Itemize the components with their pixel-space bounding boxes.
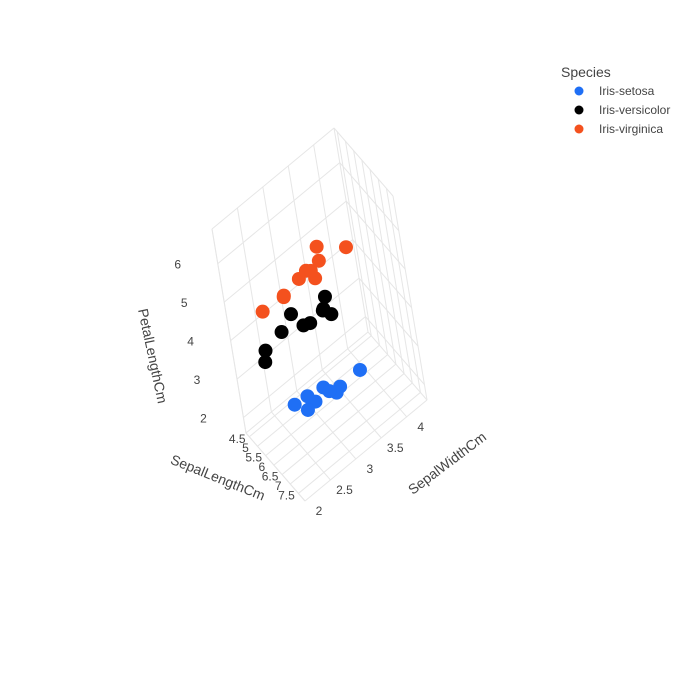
x-tick-label: 7.5 — [278, 488, 295, 502]
box-edge-line — [333, 127, 369, 333]
box-edge-line — [211, 127, 335, 230]
legend[interactable]: Species Iris-setosa Iris-versicolor Iris-v… — [561, 64, 670, 136]
legend-marker — [574, 124, 584, 134]
side-wall-grid-line — [352, 239, 412, 308]
x-tick-label: 4.5 — [229, 432, 246, 446]
x-tick-label: 5.5 — [245, 451, 262, 465]
side-wall-grid-line — [361, 160, 397, 365]
legend-label: Iris-virginica — [599, 122, 663, 136]
y-tick-label: 2 — [316, 504, 323, 518]
data-point-iris-versicolor[interactable] — [317, 289, 332, 304]
x-tick-label: 6.5 — [262, 470, 279, 484]
box-edge-line — [392, 195, 428, 401]
legend-label: Iris-versicolor — [599, 103, 670, 117]
z-tick-label: 5 — [181, 296, 188, 310]
floor-grid-line — [273, 363, 397, 466]
data-point-iris-virginica[interactable] — [276, 288, 291, 303]
data-point-iris-versicolor[interactable] — [258, 343, 273, 358]
side-wall-grid-line — [353, 150, 389, 355]
box-edge-line — [245, 331, 369, 434]
box-edge-line — [304, 399, 428, 502]
box-edge-line — [367, 331, 428, 401]
x-tick-label: 7 — [275, 479, 282, 493]
side-wall-grid-line — [345, 200, 406, 270]
y-tick-label: 3.5 — [387, 441, 404, 455]
y-axis-title: SepalWidthCm — [405, 429, 489, 498]
z-tick-label: 3 — [194, 373, 201, 387]
legend-marker — [574, 105, 584, 115]
z-tick-label: 4 — [187, 335, 194, 349]
data-point-iris-versicolor[interactable] — [316, 301, 331, 316]
side-wall-grid-line — [385, 188, 421, 393]
grid-layer — [211, 127, 428, 502]
box-edge-line — [333, 127, 394, 197]
legend-label: Iris-setosa — [599, 84, 655, 98]
legend-item-iris-versicolor[interactable]: Iris-versicolor — [574, 103, 671, 117]
floor-grid-line — [321, 369, 382, 439]
legend-items: Iris-setosa Iris-versicolor Iris-virginica — [574, 84, 671, 136]
side-wall-grid-line — [339, 162, 400, 231]
data-point-iris-setosa[interactable] — [300, 402, 315, 417]
floor-grid-line — [271, 411, 331, 481]
box-edge-line — [211, 228, 247, 434]
data-point-iris-setosa[interactable] — [352, 362, 367, 377]
data-point-iris-versicolor[interactable] — [284, 307, 299, 322]
back-wall-grid-line — [236, 207, 272, 413]
side-wall-grid-line — [365, 316, 425, 385]
data-point-iris-setosa[interactable] — [322, 384, 337, 399]
y-tick-label: 4 — [417, 420, 424, 434]
back-wall-grid-line — [243, 316, 366, 418]
floor-grid-line — [347, 348, 408, 418]
data-point-iris-virginica[interactable] — [311, 253, 326, 268]
x-tick-label: 5 — [242, 441, 249, 455]
legend-marker — [574, 86, 584, 96]
data-point-iris-virginica[interactable] — [338, 240, 353, 255]
data-point-iris-versicolor[interactable] — [274, 325, 289, 340]
data-point-iris-virginica[interactable] — [255, 304, 270, 319]
box-edge-line — [245, 432, 306, 502]
data-point-iris-setosa[interactable] — [287, 397, 302, 412]
legend-title: Species — [561, 64, 611, 80]
z-axis-title: PetalLengthCm — [135, 307, 171, 405]
data-point-iris-versicolor[interactable] — [296, 318, 311, 333]
back-wall-grid-line — [230, 239, 353, 342]
floor-grid-line — [265, 354, 388, 457]
back-wall-grid-line — [217, 162, 341, 265]
x-tick-label: 6 — [259, 460, 266, 474]
data-point-layer — [255, 239, 367, 417]
data-point-iris-versicolor[interactable] — [258, 355, 273, 370]
y-tick-label: 2.5 — [336, 483, 353, 497]
data-point-iris-virginica[interactable] — [303, 263, 318, 278]
z-tick-label: 2 — [200, 412, 207, 426]
side-wall-grid-line — [336, 131, 372, 336]
back-wall-grid-line — [223, 200, 347, 303]
y-tick-label: 3 — [366, 462, 373, 476]
side-wall-grid-line — [358, 277, 419, 347]
back-wall-grid-line — [262, 186, 298, 391]
back-wall-grid-line — [313, 144, 349, 349]
data-point-iris-virginica[interactable] — [309, 239, 324, 254]
legend-item-iris-setosa[interactable]: Iris-setosa — [574, 84, 655, 98]
z-tick-label: 6 — [174, 258, 181, 272]
legend-item-iris-virginica[interactable]: Iris-virginica — [574, 122, 664, 136]
side-wall-grid-line — [369, 169, 405, 374]
